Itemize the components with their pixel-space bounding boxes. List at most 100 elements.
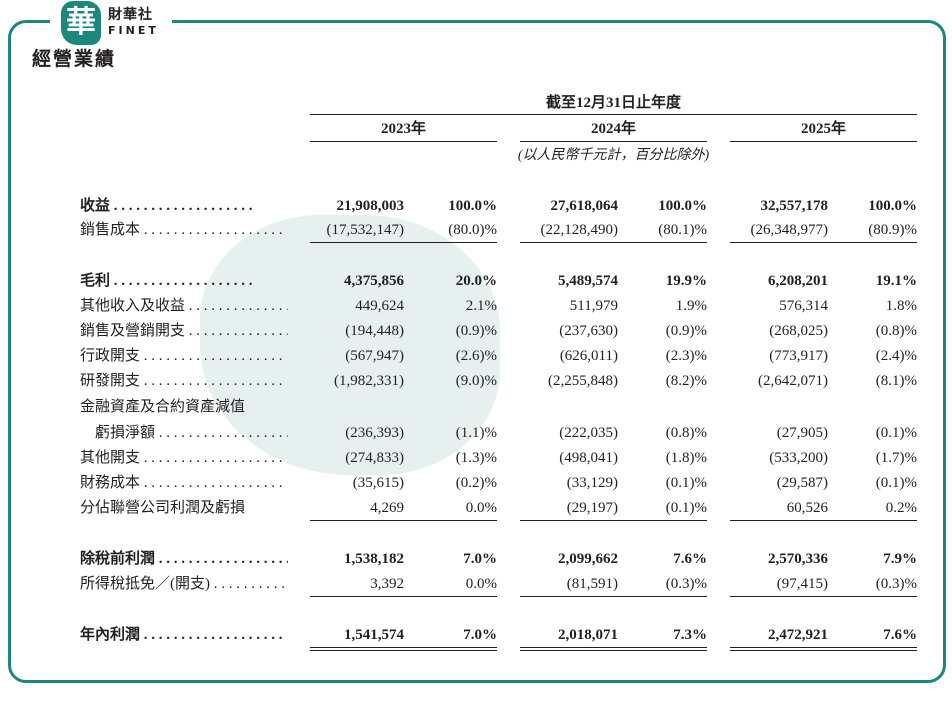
row-percent: 19.9% (665, 273, 707, 289)
watermark-logo-icon (200, 215, 500, 475)
row-amount: (222,035) (559, 425, 618, 441)
subtotal-rule (730, 242, 917, 243)
brand-name-cn: 財華社 (108, 7, 153, 23)
row-amount: (274,833) (345, 450, 404, 466)
row-amount: (81,591) (566, 576, 618, 592)
row-label: 金融資產及合約資產減值 (80, 399, 246, 415)
row-amount: 32,557,178 (760, 198, 829, 214)
row-amount: (33,129) (566, 475, 618, 491)
subtotal-rule (520, 520, 707, 521)
row-percent: 1.9% (675, 298, 707, 314)
double-total-rule (310, 647, 497, 651)
row-percent: (0.9)% (665, 323, 707, 339)
row-percent: (1.3)% (455, 450, 497, 466)
row-amount: (626,011) (559, 348, 618, 364)
content-frame (8, 20, 946, 683)
row-percent: 7.3% (673, 627, 707, 643)
row-amount: (237,630) (559, 323, 618, 339)
double-total-rule (730, 647, 917, 651)
unit-note: (以人民幣千元計，百分比除外) (517, 148, 710, 163)
row-amount: (22,128,490) (540, 222, 619, 238)
row-label: 其他開支 . . . . . . . . . . . . . . . . . .… (80, 450, 283, 466)
row-amount: 60,526 (786, 500, 828, 516)
subtotal-rule (310, 596, 497, 597)
row-amount: 576,314 (779, 298, 828, 314)
row-amount: (773,917) (769, 348, 828, 364)
row-amount: (29,587) (776, 475, 828, 491)
row-amount: (26,348,977) (750, 222, 829, 238)
row-percent: 0.0% (465, 576, 497, 592)
row-percent: (80.1)% (658, 222, 707, 238)
row-percent: 7.6% (883, 627, 917, 643)
row-label: 銷售及營銷開支 . . . . . . . . . . . . . . . . … (80, 323, 288, 339)
row-amount: (17,532,147) (326, 222, 405, 238)
row-percent: (9.0)% (455, 373, 497, 389)
row-percent: (0.3)% (665, 576, 707, 592)
row-percent: 7.0% (463, 551, 497, 567)
row-percent: (8.1)% (875, 373, 917, 389)
row-percent: 100.0% (868, 198, 917, 214)
row-label: 分佔聯營公司利潤及虧損 (80, 500, 246, 516)
row-percent: (0.1)% (665, 500, 707, 516)
row-amount: 449,624 (355, 298, 404, 314)
row-percent: 19.1% (875, 273, 917, 289)
row-percent: (0.1)% (875, 425, 917, 441)
year-header-2024: 2024年 (590, 121, 636, 137)
row-amount: 5,489,574 (558, 273, 618, 289)
row-label: 研發開支 . . . . . . . . . . . . . . . . . .… (80, 373, 283, 389)
row-amount: (2,255,848) (548, 373, 618, 389)
row-amount: 511,979 (569, 298, 618, 314)
row-percent: 0.2% (885, 500, 917, 516)
row-label: 銷售成本 . . . . . . . . . . . . . . . . . .… (80, 222, 283, 238)
row-percent: (0.8)% (875, 323, 917, 339)
row-amount: 2,018,071 (558, 627, 618, 643)
row-amount: 6,208,201 (768, 273, 828, 289)
row-amount: (236,393) (345, 425, 404, 441)
row-percent: (0.8)% (665, 425, 707, 441)
row-label: 毛利 . . . . . . . . . . . . . . . . . . . (80, 273, 253, 289)
row-amount: (194,448) (345, 323, 404, 339)
subtotal-rule (730, 596, 917, 597)
double-total-rule (520, 647, 707, 651)
row-amount: 1,541,574 (344, 627, 404, 643)
row-percent: (2.6)% (455, 348, 497, 364)
row-amount: 21,908,003 (336, 198, 405, 214)
row-amount: (498,041) (559, 450, 618, 466)
finet-logo-icon: 華 (61, 1, 101, 45)
row-percent: 20.0% (455, 273, 497, 289)
row-amount: 3,392 (370, 576, 404, 592)
row-percent: 100.0% (448, 198, 497, 214)
row-percent: (0.3)% (875, 576, 917, 592)
subtotal-rule (730, 520, 917, 521)
row-amount: (533,200) (769, 450, 828, 466)
row-amount: (567,947) (345, 348, 404, 364)
row-amount: (2,642,071) (758, 373, 828, 389)
row-amount: (268,025) (769, 323, 828, 339)
row-label: 虧損淨額 . . . . . . . . . . . . . . . . . .… (80, 425, 288, 441)
row-amount: 1,538,182 (344, 551, 404, 567)
row-percent: 7.0% (463, 627, 497, 643)
subtotal-rule (310, 520, 497, 521)
row-percent: (2.4)% (875, 348, 917, 364)
row-amount: 4,375,856 (344, 273, 404, 289)
subtotal-rule (310, 242, 497, 243)
row-percent: (0.1)% (665, 475, 707, 491)
row-amount: (29,197) (566, 500, 618, 516)
row-percent: 2.1% (465, 298, 497, 314)
row-amount: 4,269 (370, 500, 404, 516)
row-amount: 2,099,662 (558, 551, 618, 567)
row-amount: 2,570,336 (768, 551, 828, 567)
row-percent: 7.6% (673, 551, 707, 567)
subtotal-rule (520, 242, 707, 243)
row-percent: (0.9)% (455, 323, 497, 339)
brand-name-en: FINET (108, 24, 159, 37)
row-label: 除稅前利潤 . . . . . . . . . . . . . . . . . … (80, 551, 288, 567)
period-header: 截至12月31日止年度 (545, 95, 681, 111)
page-title: 經營業績 (32, 49, 117, 70)
row-percent: 7.9% (883, 551, 917, 567)
row-label: 收益 . . . . . . . . . . . . . . . . . . . (80, 198, 253, 214)
row-label: 所得稅抵免／(開支) . . . . . . . . . . . . . . .… (80, 576, 288, 592)
year-header-2023: 2023年 (380, 121, 426, 137)
row-percent: (0.1)% (875, 475, 917, 491)
row-percent: 0.0% (465, 500, 497, 516)
